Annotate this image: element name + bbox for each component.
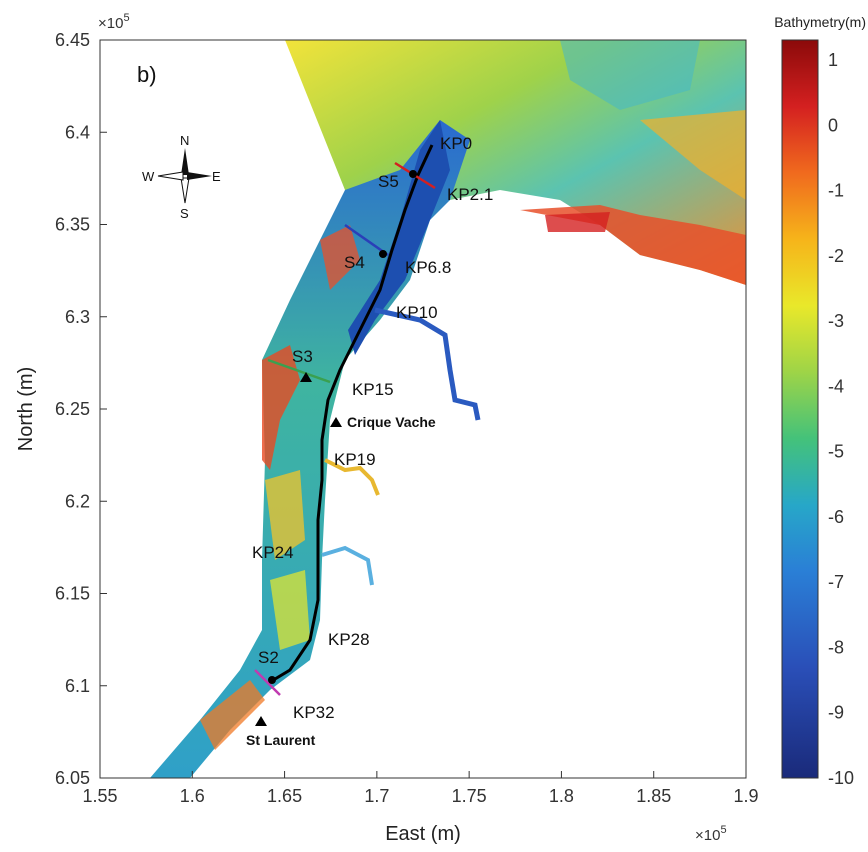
y-tick-label: 6.25 (55, 399, 90, 419)
colorbar-tick-label: -9 (828, 703, 844, 723)
kp-label-kp10: KP10 (396, 303, 438, 322)
x-tick-label: 1.8 (549, 786, 574, 806)
colorbar-title: Bathymetry(m) (774, 14, 866, 30)
y-tick-label: 6.2 (65, 491, 90, 511)
offshore-deep-patch (560, 40, 700, 110)
station-label-crique-vache: Crique Vache (347, 414, 436, 430)
mid-bar-south (270, 570, 310, 650)
section-label-s3: S3 (292, 347, 313, 366)
compass-north-label: N (180, 133, 189, 148)
kp-label-kp2-1: KP2.1 (447, 185, 493, 204)
kp-label-kp15: KP15 (352, 380, 394, 399)
colorbar-tick-label: -7 (828, 572, 844, 592)
section-line-s3 (267, 358, 331, 384)
kp-label-kp24: KP24 (252, 543, 294, 562)
y-tick-label: 6.1 (65, 676, 90, 696)
colorbar-tick-label: 0 (828, 115, 838, 135)
station-marker-crique-vache (330, 417, 342, 427)
tributary-kp19 (324, 458, 380, 496)
section-line-s2 (254, 669, 281, 696)
tributary-kp10 (374, 307, 481, 421)
kp-marker (268, 676, 276, 684)
bank-shoal-south (200, 680, 265, 750)
y-tick-label: 6.4 (65, 122, 90, 142)
colorbar-ticks: 1 0 -1 -2 -3 -4 -5 -6 -7 -8 -9 -10 (828, 50, 854, 788)
compass-east-label: E (212, 169, 221, 184)
deep-channel (348, 120, 450, 355)
kp-label-kp28: KP28 (328, 630, 370, 649)
compass-rose: N S E W (142, 133, 221, 221)
y-tick-label: 6.15 (55, 584, 90, 604)
compass-west-arrow (157, 171, 184, 181)
colorbar-tick-label: -5 (828, 442, 844, 462)
colorbar (781, 39, 819, 779)
coastal-shallows-east (520, 205, 746, 285)
x-tick-label: 1.75 (452, 786, 487, 806)
compass-south-label: S (180, 206, 189, 221)
x-tick-label: 1.85 (636, 786, 671, 806)
kp-label-kp32: KP32 (293, 703, 335, 722)
x-axis-label: East (m) (385, 823, 461, 845)
y-tick-label: 6.05 (55, 768, 90, 788)
x-tick-label: 1.6 (180, 786, 205, 806)
colorbar-tick-label: -8 (828, 637, 844, 657)
section-label-s2: S2 (258, 648, 279, 667)
kp-marker (379, 250, 387, 258)
kp-label-kp0: KP0 (440, 134, 472, 153)
thalweg-line (269, 144, 434, 684)
coastal-shoal (545, 212, 610, 232)
colorbar-tick-label: -3 (828, 311, 844, 331)
compass-north-arrow (181, 148, 189, 175)
x-tick-label: 1.9 (733, 786, 758, 806)
map-plot-area (100, 40, 746, 778)
y-tick-label: 6.3 (65, 307, 90, 327)
tributary-kp24 (321, 545, 374, 586)
kp-label-kp19: KP19 (334, 450, 376, 469)
compass-west-label: W (142, 169, 155, 184)
offshore-shallow-patch (640, 110, 746, 200)
section-label-s4: S4 (344, 253, 365, 272)
section-line-s4 (344, 223, 389, 257)
kp-label-kp6-8: KP6.8 (405, 258, 451, 277)
colorbar-tick-label: -4 (828, 376, 844, 396)
station-label-st-laurent: St Laurent (246, 732, 316, 748)
x-tick-label: 1.55 (82, 786, 117, 806)
x-axis: 1.55 1.6 1.65 1.7 1.75 1.8 1.85 1.9 (82, 771, 759, 806)
station-marker-st-laurent (255, 716, 267, 726)
x-tick-label: 1.65 (267, 786, 302, 806)
colorbar-tick-label: -2 (828, 246, 844, 266)
bank-shoal-west (262, 345, 300, 470)
mid-bar-north (265, 470, 305, 560)
station-marker-s3 (300, 372, 312, 382)
section-label-s5: S5 (378, 172, 399, 191)
compass-south-arrow (180, 177, 190, 204)
colorbar-tick-label: -6 (828, 507, 844, 527)
y-axis: 6.05 6.1 6.15 6.2 6.25 6.3 6.35 6.4 6.45 (55, 30, 107, 788)
bank-shoal-north (320, 225, 360, 290)
y-tick-label: 6.45 (55, 30, 90, 50)
y-axis-multiplier: ×105 (98, 12, 130, 32)
colorbar-tick-label: -1 (828, 181, 844, 201)
x-tick-label: 1.7 (364, 786, 389, 806)
y-axis-label: North (m) (15, 367, 37, 451)
panel-label: b) (137, 62, 157, 87)
colorbar-tick-label: 1 (828, 50, 838, 70)
y-tick-label: 6.35 (55, 215, 90, 235)
kp-marker (409, 170, 417, 178)
x-axis-multiplier: ×105 (695, 824, 727, 844)
compass-east-arrow (187, 172, 212, 180)
colorbar-tick-label: -10 (828, 768, 854, 788)
